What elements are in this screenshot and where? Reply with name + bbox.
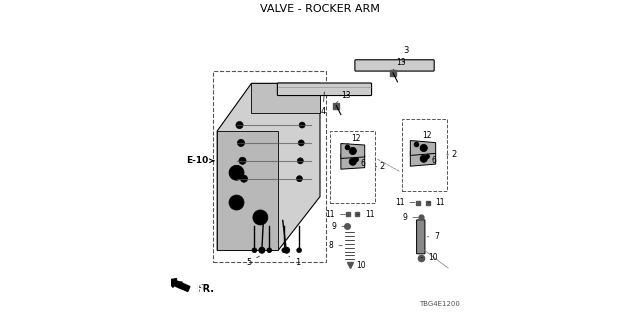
Title: VALVE - ROCKER ARM: VALVE - ROCKER ARM — [260, 4, 380, 14]
Text: 5: 5 — [246, 256, 259, 267]
Text: 11: 11 — [357, 210, 374, 219]
Polygon shape — [410, 151, 436, 166]
Circle shape — [241, 175, 248, 182]
Circle shape — [229, 165, 244, 180]
Circle shape — [236, 122, 243, 129]
Text: 10: 10 — [420, 253, 438, 262]
Text: 2: 2 — [447, 150, 456, 159]
Text: 6: 6 — [427, 156, 436, 165]
Text: 1: 1 — [289, 256, 300, 267]
Text: 11: 11 — [428, 198, 445, 207]
Text: E-10: E-10 — [186, 156, 214, 165]
Circle shape — [229, 195, 244, 210]
Text: 2: 2 — [375, 162, 385, 171]
Circle shape — [349, 148, 356, 155]
FancyBboxPatch shape — [355, 60, 434, 71]
FancyArrow shape — [168, 279, 190, 292]
Polygon shape — [217, 131, 278, 250]
Circle shape — [298, 140, 304, 146]
Polygon shape — [217, 83, 320, 250]
Text: 7: 7 — [427, 232, 439, 241]
Text: 9: 9 — [403, 213, 418, 222]
FancyBboxPatch shape — [417, 220, 425, 254]
Circle shape — [237, 139, 244, 147]
Text: 13: 13 — [337, 91, 351, 103]
Text: TBG4E1200: TBG4E1200 — [419, 301, 460, 307]
FancyBboxPatch shape — [277, 83, 372, 96]
Circle shape — [296, 176, 303, 182]
Text: 6: 6 — [356, 159, 365, 168]
Text: 4: 4 — [321, 92, 326, 116]
Circle shape — [349, 158, 356, 165]
Text: FR.: FR. — [190, 284, 209, 294]
Circle shape — [284, 247, 289, 253]
Circle shape — [299, 122, 305, 128]
Text: 11: 11 — [395, 198, 415, 207]
Polygon shape — [252, 83, 320, 113]
Text: 8: 8 — [329, 241, 342, 250]
Circle shape — [298, 158, 303, 164]
Circle shape — [297, 248, 301, 252]
Circle shape — [420, 144, 428, 152]
Text: 13: 13 — [393, 58, 406, 70]
Text: 12: 12 — [347, 134, 361, 144]
Polygon shape — [341, 154, 365, 169]
Polygon shape — [341, 144, 365, 158]
Polygon shape — [410, 140, 436, 156]
Text: 11: 11 — [325, 210, 346, 219]
Circle shape — [252, 248, 257, 252]
Circle shape — [239, 157, 246, 164]
Text: 10: 10 — [350, 261, 365, 270]
Circle shape — [282, 248, 287, 252]
Text: 12: 12 — [416, 131, 432, 141]
Circle shape — [259, 247, 265, 253]
Text: FR.: FR. — [196, 284, 214, 294]
Circle shape — [420, 155, 428, 162]
Circle shape — [267, 248, 272, 252]
Text: 3: 3 — [404, 46, 409, 63]
Circle shape — [253, 210, 268, 225]
Text: 9: 9 — [332, 222, 344, 231]
